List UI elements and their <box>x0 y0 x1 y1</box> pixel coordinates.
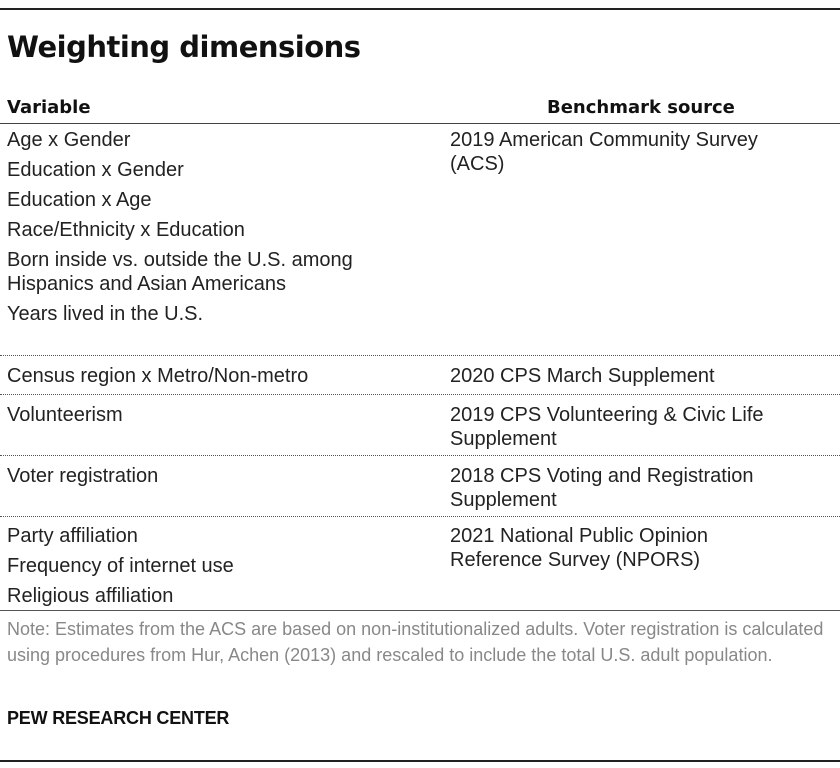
table-row-group: Census region x Metro/Non-metro 2020 CPS… <box>0 356 840 395</box>
benchmark-source: 2020 CPS March Supplement <box>450 365 715 387</box>
column-header-variable: Variable <box>7 97 91 118</box>
list-item: Born inside vs. outside the U.S. among H… <box>7 249 353 295</box>
page-title: Weighting dimensions <box>7 30 361 64</box>
list-item: Education x Age <box>7 189 152 211</box>
benchmark-source: 2021 National Public Opinion Reference S… <box>450 525 708 571</box>
benchmark-source: 2019 CPS Volunteering & Civic Life Suppl… <box>450 404 764 450</box>
variable-list: Census region x Metro/Non-metro <box>7 364 427 394</box>
list-item: Age x Gender <box>7 129 131 151</box>
list-item: Voter registration <box>7 465 159 487</box>
bottom-rule <box>0 760 840 762</box>
table-row-group: Voter registration 2018 CPS Voting and R… <box>0 456 840 517</box>
list-item: Frequency of internet use <box>7 555 234 577</box>
top-rule <box>0 8 840 10</box>
list-item: Education x Gender <box>7 159 184 181</box>
source-credit: PEW RESEARCH CENTER <box>7 708 230 728</box>
list-item: Race/Ethnicity x Education <box>7 219 245 241</box>
table-note: Note: Estimates from the ACS are based o… <box>7 619 824 665</box>
table-header: Variable Benchmark source <box>0 96 840 124</box>
list-item: Census region x Metro/Non-metro <box>7 365 309 387</box>
variable-list: Volunteerism <box>7 403 427 433</box>
table-row-group: Age x Gender Education x Gender Educatio… <box>0 124 840 356</box>
list-item: Volunteerism <box>7 404 123 426</box>
variable-list: Age x Gender Education x Gender Educatio… <box>7 128 427 332</box>
list-item: Religious affiliation <box>7 585 174 607</box>
table-row-group: Party affiliation Frequency of internet … <box>0 517 840 611</box>
table-row-group: Volunteerism 2019 CPS Volunteering & Civ… <box>0 395 840 456</box>
list-item: Party affiliation <box>7 525 138 547</box>
benchmark-source: 2018 CPS Voting and Registration Supplem… <box>450 465 754 511</box>
list-item: Years lived in the U.S. <box>7 303 204 325</box>
variable-list: Party affiliation Frequency of internet … <box>7 524 427 614</box>
benchmark-source: 2019 American Community Survey (ACS) <box>450 129 758 175</box>
column-header-benchmark: Benchmark source <box>547 97 735 118</box>
variable-list: Voter registration <box>7 464 427 494</box>
